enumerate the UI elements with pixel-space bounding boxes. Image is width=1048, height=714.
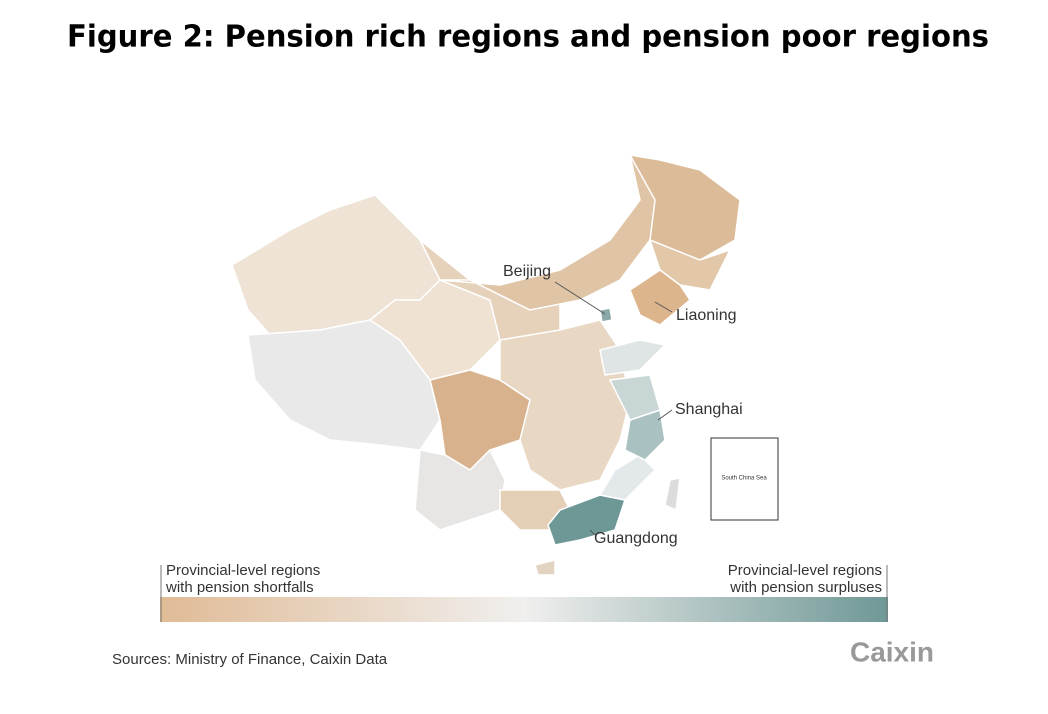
title: Figure 2: Pension rich regions and pensi… [67,20,989,55]
legend-label: with pension shortfalls [165,579,314,596]
legend-label: Provincial-level regions [728,562,882,579]
inset-label: South China Sea [721,476,767,482]
region-label: Guangdong [594,530,678,547]
legend-bar [160,597,888,622]
region-label: Shanghai [675,401,743,418]
logo: Caixin [850,636,934,667]
map [231,154,779,576]
legend-label: with pension surpluses [729,579,882,596]
source: Sources: Ministry of Finance, Caixin Dat… [112,651,388,668]
region-label: Beijing [503,263,551,280]
region-label: Liaoning [676,307,737,324]
legend-label: Provincial-level regions [166,562,320,579]
